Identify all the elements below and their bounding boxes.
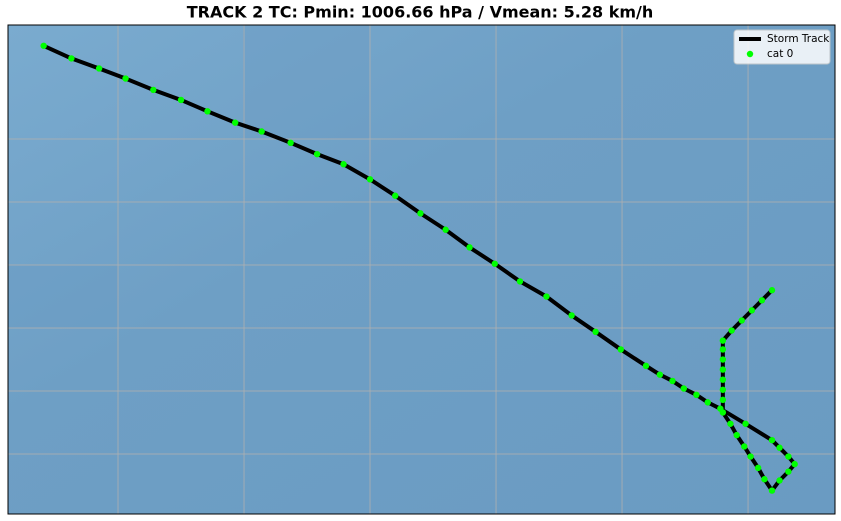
track-point	[758, 297, 766, 304]
track-point	[417, 210, 424, 217]
track-point	[719, 376, 727, 383]
map-background	[8, 25, 835, 514]
track-point	[543, 293, 550, 300]
legend-label: Storm Track	[767, 33, 830, 45]
map-tile	[8, 265, 118, 328]
track-point	[287, 139, 294, 147]
track-point	[366, 176, 374, 183]
track-point	[785, 468, 792, 475]
track-point	[719, 346, 727, 353]
track-point	[719, 366, 727, 373]
track-point	[719, 386, 727, 393]
track-point	[466, 244, 473, 251]
track-point	[40, 42, 47, 49]
track-point	[748, 307, 756, 314]
track-point	[313, 150, 321, 158]
track-point	[785, 453, 792, 460]
track-point	[761, 476, 768, 483]
track-point	[728, 327, 735, 334]
track-point	[516, 278, 524, 285]
track-point	[442, 226, 449, 233]
track-point	[776, 444, 783, 451]
track-point	[592, 328, 599, 336]
track-point	[95, 65, 103, 72]
legend: Storm Track cat 0	[733, 29, 831, 65]
plot-frame	[7, 24, 836, 515]
track-point	[204, 108, 211, 115]
track-point	[340, 161, 347, 168]
track-point	[491, 260, 498, 267]
track-point	[568, 312, 575, 319]
track-point	[768, 287, 776, 294]
track-point	[791, 460, 798, 468]
track-point	[754, 464, 762, 472]
track-point	[719, 409, 727, 416]
track-point	[642, 362, 650, 370]
plot	[40, 42, 798, 494]
track-point	[733, 431, 740, 439]
chart-title: TRACK 2 TC: Pmin: 1006.66 hPa / Vmean: 5…	[187, 3, 653, 22]
track-point	[704, 399, 711, 406]
track-point	[719, 396, 727, 404]
track-point	[231, 119, 239, 126]
track-point	[741, 443, 748, 450]
track-point	[177, 96, 185, 104]
track-point	[742, 420, 749, 427]
track-point	[776, 477, 783, 484]
track-point	[680, 385, 687, 392]
track-point	[719, 337, 727, 344]
track-point	[719, 356, 727, 363]
track-point	[68, 55, 75, 62]
track-point	[738, 317, 745, 324]
track-point	[727, 420, 734, 427]
track-point	[693, 391, 700, 399]
track-point	[656, 371, 664, 378]
map-tile	[243, 25, 369, 139]
track-point	[768, 436, 776, 444]
track-point	[617, 346, 624, 353]
track-point	[392, 192, 399, 199]
legend-label: cat 0	[767, 48, 793, 60]
legend-swatch	[746, 50, 754, 58]
track-point	[122, 75, 129, 82]
track-point	[669, 377, 676, 385]
track-point	[150, 86, 157, 94]
track-point	[258, 128, 265, 135]
track-point	[747, 453, 754, 460]
grid	[8, 25, 835, 514]
track-point	[768, 487, 776, 494]
